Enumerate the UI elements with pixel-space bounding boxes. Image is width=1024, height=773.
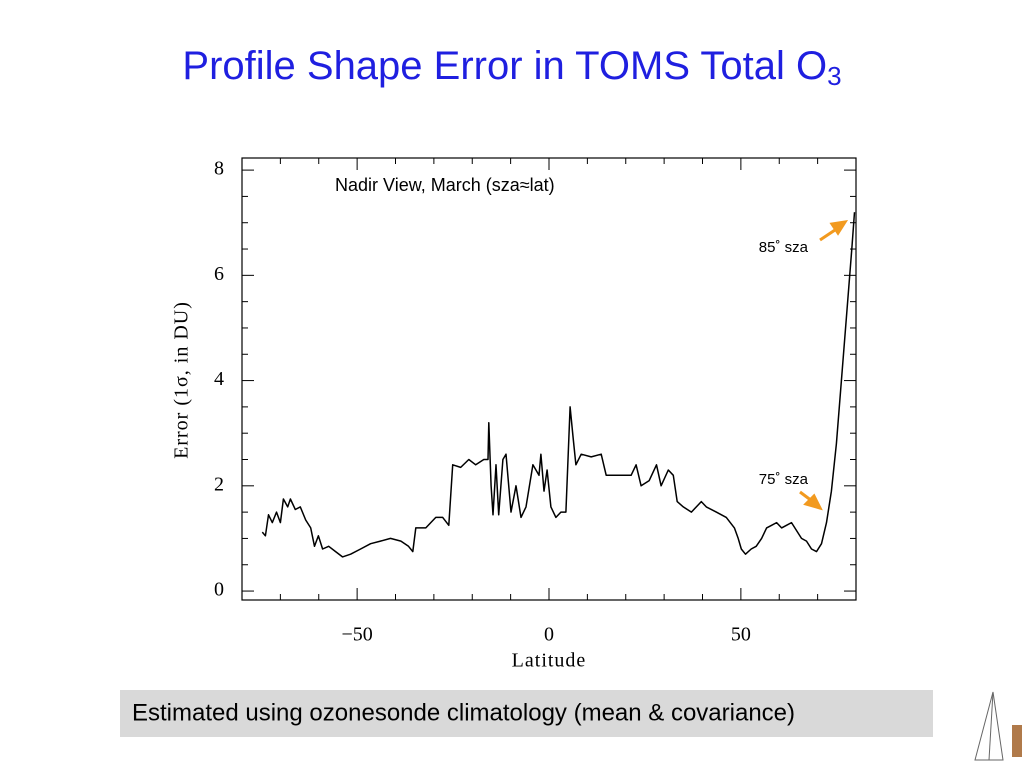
- y-tick-label: 6: [214, 263, 224, 285]
- arrow-head: [803, 493, 823, 511]
- annotation: 75˚ sza: [759, 471, 809, 488]
- logo-shape: [974, 691, 1004, 761]
- y-tick-label: 2: [214, 473, 224, 495]
- logo-line: [988, 691, 994, 761]
- y-tick-label: 8: [214, 158, 224, 180]
- x-tick-label: 50: [731, 624, 751, 646]
- annotation: Nadir View, March (sza≈lat): [335, 175, 555, 195]
- footer-box: [120, 690, 933, 737]
- slide-title: Profile Shape Error in TOMS Total O3: [182, 44, 841, 91]
- title-text: Profile Shape Error in TOMS Total O: [182, 44, 827, 88]
- y-axis-label: Error (1σ, in DU): [171, 301, 193, 459]
- x-axis-label: Latitude: [512, 650, 587, 672]
- title-subscript: 3: [827, 61, 841, 91]
- arrow-head: [829, 220, 849, 236]
- arrows: [799, 220, 849, 511]
- data-line: [261, 212, 856, 558]
- logo-figure: [1012, 725, 1022, 757]
- y-tick-label: 0: [214, 579, 224, 601]
- footer-text: Estimated using ozonesonde climatology (…: [132, 699, 795, 726]
- x-tick-label: −50: [341, 624, 372, 646]
- annotation: 85˚ sza: [759, 239, 809, 256]
- logo: [974, 691, 1022, 761]
- y-tick-label: 4: [214, 368, 224, 390]
- x-tick-label: 0: [544, 624, 554, 646]
